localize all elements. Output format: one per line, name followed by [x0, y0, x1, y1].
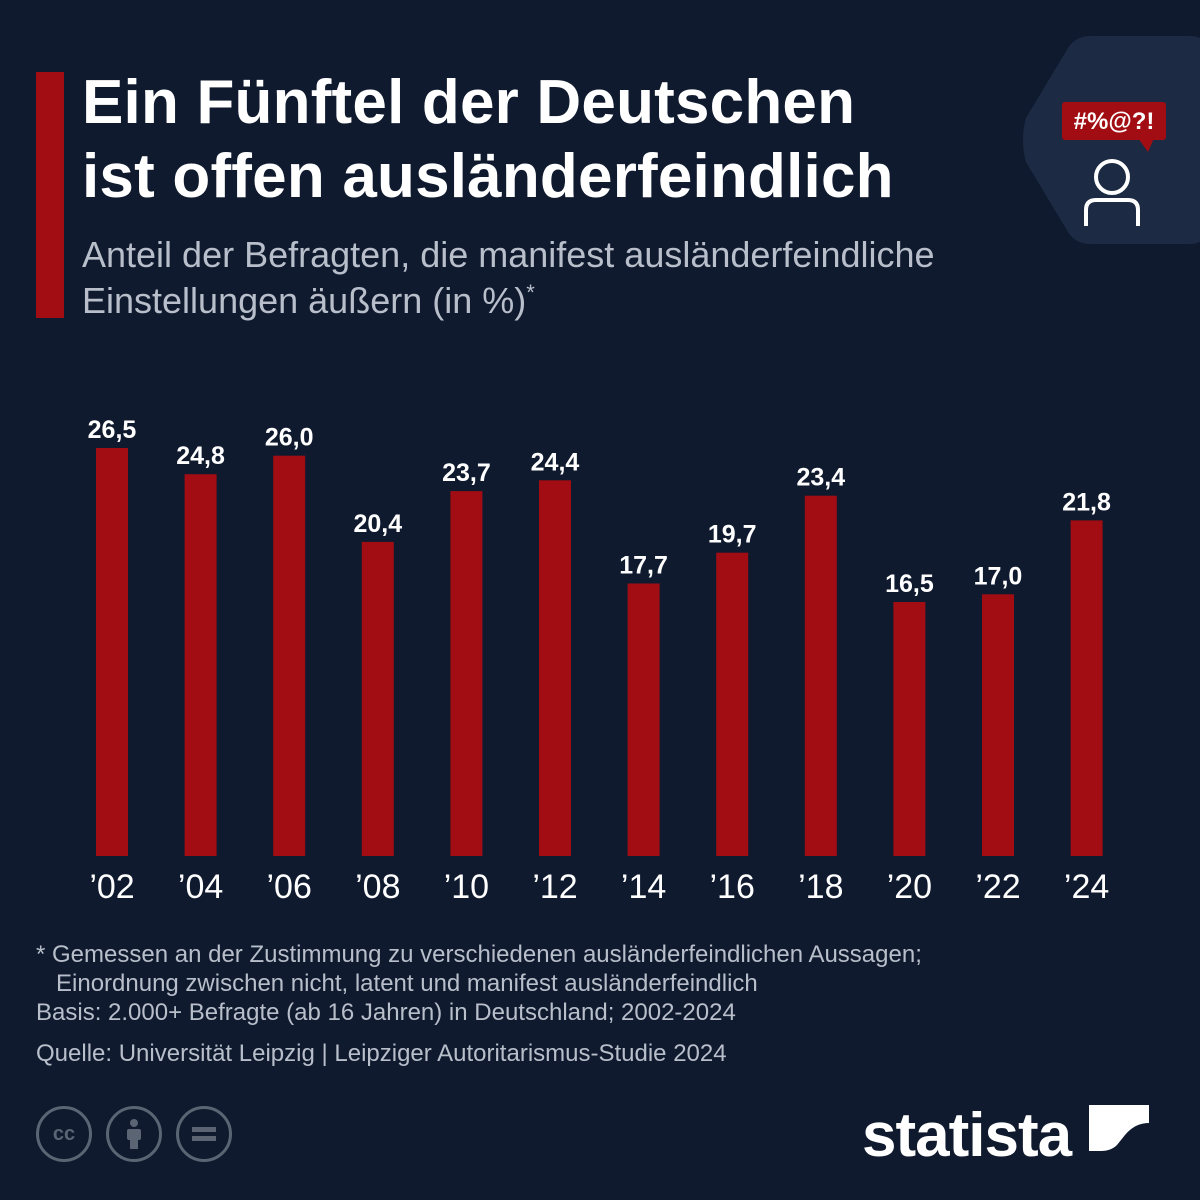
- data-label-2: 26,0: [265, 424, 314, 452]
- bar-chart-svg: 26,5 ’02 24,8 ’04 26,0 ’06 20,4 ’08 23,7 ’10 24,4 ’…: [88, 416, 1111, 906]
- x-tick-label-8: ’18: [798, 868, 843, 906]
- subtitle-line-1: Anteil der Befragten, die manifest auslä…: [82, 234, 935, 275]
- footnote-line-1: * Gemessen an der Zustimmung zu verschie…: [36, 941, 922, 968]
- x-tick-label-9: ’20: [887, 868, 932, 906]
- bar-2: [273, 455, 306, 856]
- data-label-4: 23,7: [442, 459, 491, 487]
- bar-8: [804, 495, 837, 856]
- x-tick-label-4: ’10: [444, 868, 489, 906]
- data-label-1: 24,8: [176, 442, 225, 470]
- data-label-5: 24,4: [531, 448, 580, 476]
- basis-note: Basis: 2.000+ Befragte (ab 16 Jahren) in…: [36, 999, 736, 1026]
- x-tick-label-3: ’08: [355, 868, 400, 906]
- bar-1: [184, 474, 217, 856]
- person-swearing-icon: #%@?!: [1023, 36, 1200, 244]
- data-label-8: 23,4: [796, 464, 845, 492]
- source-note: Quelle: Universität Leipzig | Leipziger …: [36, 1040, 727, 1067]
- license-icons: cc: [36, 1106, 232, 1166]
- bar-10: [982, 594, 1014, 856]
- equals-glyph: [192, 1127, 216, 1141]
- x-tick-label-6: ’14: [621, 868, 666, 906]
- x-tick-label-0: ’02: [89, 868, 134, 906]
- x-tick-label-7: ’16: [710, 868, 755, 906]
- cc-icon-text: cc: [52, 1122, 76, 1145]
- no-derivatives-icon[interactable]: [176, 1106, 232, 1162]
- hero-illustration: #%@?!: [1020, 30, 1200, 250]
- bar-3: [361, 541, 394, 856]
- title-line-2: ist offen ausländerfeindlich: [82, 142, 894, 211]
- title-accent-bar: [36, 72, 64, 318]
- data-label-7: 19,7: [708, 521, 757, 549]
- title-line-1: Ein Fünftel der Deutschen: [82, 68, 856, 137]
- chart-title: Ein Fünftel der Deutschen ist offen ausl…: [82, 66, 1042, 214]
- attribution-person-glyph: [127, 1119, 141, 1149]
- data-label-3: 20,4: [353, 510, 402, 538]
- footnote-line-2: Einordnung zwischen nicht, latent und ma…: [56, 970, 758, 997]
- data-label-10: 17,0: [974, 562, 1023, 590]
- x-tick-label-11: ’24: [1064, 868, 1109, 906]
- bar-9: [893, 602, 926, 856]
- bar-7: [716, 552, 749, 856]
- data-label-11: 21,8: [1062, 488, 1111, 516]
- subtitle-footnote-mark: *: [526, 280, 535, 305]
- bar-chart: 26,5 ’02 24,8 ’04 26,0 ’06 20,4 ’08 23,7 ’10 24,4 ’…: [0, 380, 1200, 920]
- chart-subtitle: Anteil der Befragten, die manifest auslä…: [82, 232, 1082, 324]
- bar-6: [627, 583, 660, 856]
- x-tick-label-2: ’06: [267, 868, 312, 906]
- speech-bubble-text: #%@?!: [1074, 108, 1155, 135]
- attribution-icon[interactable]: [106, 1106, 162, 1162]
- bar-4: [450, 491, 483, 856]
- bar-11: [1070, 520, 1103, 856]
- statista-logo-icon: [1089, 1105, 1150, 1165]
- bar-5: [539, 480, 571, 856]
- subtitle-line-2: Einstellungen äußern (in %): [82, 280, 527, 321]
- data-label-6: 17,7: [619, 552, 668, 580]
- x-tick-label-10: ’22: [975, 868, 1020, 906]
- x-tick-label-5: ’12: [532, 868, 577, 906]
- brand-name: statista: [862, 1100, 1072, 1170]
- cc-icon[interactable]: cc: [36, 1106, 92, 1162]
- footnotes: * Gemessen an der Zustimmung zu verschie…: [36, 940, 1136, 1068]
- data-label-0: 26,5: [88, 416, 137, 444]
- data-label-9: 16,5: [885, 570, 934, 598]
- statista-brand[interactable]: statista: [862, 1100, 1150, 1170]
- bar-0: [96, 448, 128, 856]
- x-tick-label-1: ’04: [178, 868, 223, 906]
